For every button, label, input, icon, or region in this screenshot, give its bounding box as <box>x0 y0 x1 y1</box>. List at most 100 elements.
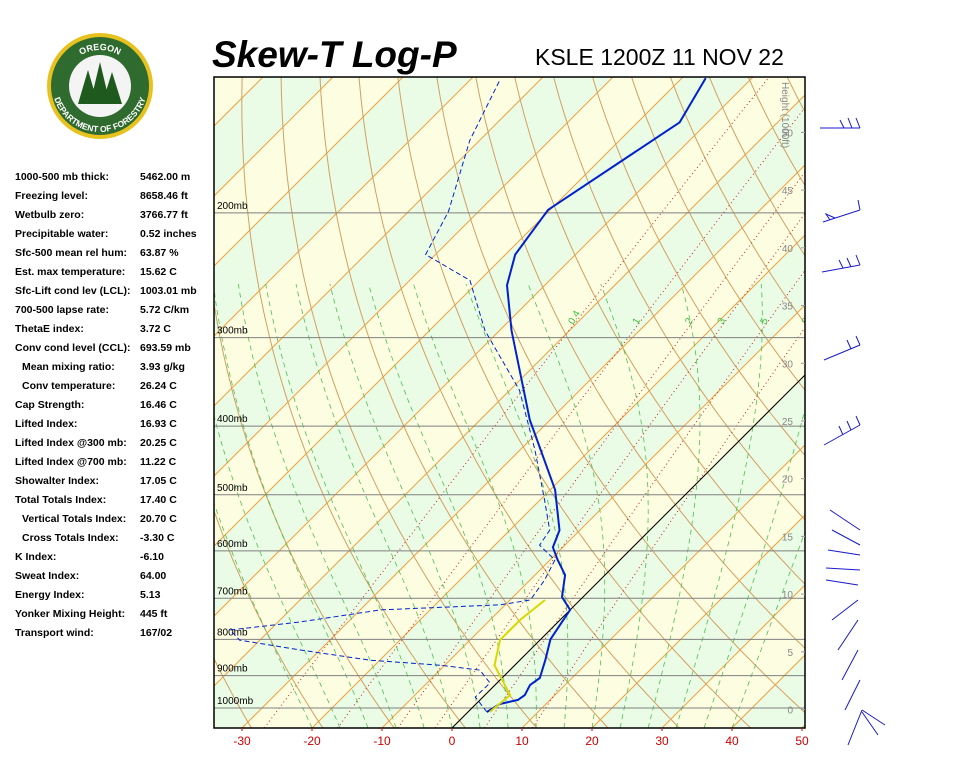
zero-isotherm <box>451 374 805 728</box>
profile-line <box>229 80 556 713</box>
height-label: 15 <box>782 532 794 543</box>
height-label: 50 <box>782 128 794 139</box>
isotherm <box>214 77 614 477</box>
x-tick-label: 50 <box>795 734 809 748</box>
isotherm <box>591 514 805 728</box>
height-label: 0 <box>787 706 793 717</box>
index-label: Sfc-Lift cond lev (LCL): <box>15 285 131 297</box>
index-value: 445 ft <box>140 608 168 620</box>
index-label: Total Totals Index: <box>15 494 106 506</box>
height-axis-title: Height (1000ft) <box>779 82 790 148</box>
index-label: Energy Index: <box>15 589 84 601</box>
mixing-ratio-line <box>484 269 805 728</box>
x-tick-label: 40 <box>725 734 739 748</box>
moist-adiabat <box>214 501 313 728</box>
dry-adiabat <box>214 300 395 728</box>
x-tick-label: 30 <box>655 734 669 748</box>
isotherm <box>214 77 754 617</box>
x-tick-label: 0 <box>449 734 456 748</box>
wind-barb <box>831 599 886 746</box>
index-label: Yonker Mixing Height: <box>15 608 125 620</box>
index-value: 64.00 <box>140 570 166 582</box>
x-tick-label: -20 <box>303 734 321 748</box>
mixing-ratio-label: 2 <box>683 316 696 327</box>
index-value: 3766.77 ft <box>140 209 188 221</box>
index-value: 16.46 C <box>140 399 177 411</box>
station: KSLE 1200Z 11 NOV 22 <box>535 44 784 70</box>
dry-adiabat <box>280 77 538 728</box>
mixing-ratio-label: 5 <box>759 316 772 327</box>
wind-barbs <box>820 117 886 746</box>
dry-adiabat <box>592 77 805 457</box>
index-label: Freezing level: <box>15 190 88 202</box>
moist-adiabat <box>731 530 805 728</box>
index-label: Conv cond level (CCL): <box>15 342 131 354</box>
isotherm <box>214 77 474 337</box>
x-tick-label: 10 <box>515 734 529 748</box>
moist-adiabat <box>368 283 509 728</box>
pressure-label: 900mb <box>217 664 248 675</box>
index-value: 693.59 mb <box>140 342 191 354</box>
index-label: K Index: <box>15 551 56 563</box>
isotherm <box>661 584 805 728</box>
index-value: 16.93 C <box>140 418 177 430</box>
index-label: Precipitable water: <box>15 228 108 240</box>
index-label: Transport wind: <box>15 627 94 639</box>
profile-line <box>489 599 546 713</box>
mixing-ratio-line <box>263 77 770 728</box>
index-value: 5462.00 m <box>140 171 190 183</box>
index-value: 15.62 C <box>140 266 177 278</box>
height-label: 25 <box>782 417 794 428</box>
pressure-label: 1000mb <box>217 696 254 707</box>
height-label: 35 <box>782 302 794 313</box>
height-label: 40 <box>782 244 794 255</box>
pressure-label: 600mb <box>217 539 248 550</box>
dry-adiabat <box>863 73 960 728</box>
index-label: 700-500 lapse rate: <box>15 304 109 316</box>
index-value: 8658.46 ft <box>140 190 188 202</box>
dry-adiabat <box>902 73 960 728</box>
x-tick-label: 20 <box>585 734 599 748</box>
mixing-ratio-label: 1 <box>631 316 644 327</box>
pressure-label: 500mb <box>217 483 248 494</box>
moist-adiabat <box>647 283 701 728</box>
height-label: 45 <box>782 186 794 197</box>
index-label: Sfc-500 mean rel hum: <box>15 247 127 259</box>
wind-barb <box>823 415 861 446</box>
dry-adiabat <box>669 77 805 325</box>
pressure-label: 200mb <box>217 201 248 212</box>
index-value: 11.22 C <box>140 456 177 468</box>
moist-adiabat <box>295 283 453 728</box>
x-tick-label: -10 <box>373 734 391 748</box>
index-label: Conv temperature: <box>22 380 115 392</box>
mixing-ratio-label: 3 <box>716 316 729 327</box>
mixing-ratio-label: 8 <box>800 316 813 327</box>
logo: OREGON DEPARTMENT OF FORESTRY <box>47 33 153 139</box>
moist-adiabat <box>703 407 805 728</box>
index-value: 26.24 C <box>140 380 177 392</box>
wind-barb <box>820 117 861 129</box>
wind-barb <box>822 199 861 223</box>
dry-adiabat <box>514 77 805 585</box>
isotherm <box>214 94 805 687</box>
height-label: 20 <box>782 475 794 486</box>
isotherm <box>521 444 805 728</box>
title: Skew-T Log-P <box>212 34 457 75</box>
dry-adiabat <box>358 77 680 728</box>
index-value: 63.87 % <box>140 247 179 259</box>
x-tick-label: -30 <box>233 734 251 748</box>
dry-adiabat <box>241 77 466 728</box>
index-value: 5.13 <box>140 589 161 601</box>
moist-adiabat <box>237 283 397 728</box>
index-value: 0.52 inches <box>140 228 197 240</box>
moist-adiabat <box>214 287 369 728</box>
index-value: 17.40 C <box>140 494 177 506</box>
dry-adiabat <box>630 77 805 391</box>
isotherm <box>241 164 805 728</box>
dry-adiabat <box>214 509 324 728</box>
index-label: Cross Totals Index: <box>22 532 119 544</box>
moist-adiabat <box>265 283 425 728</box>
isotherm <box>214 77 404 267</box>
